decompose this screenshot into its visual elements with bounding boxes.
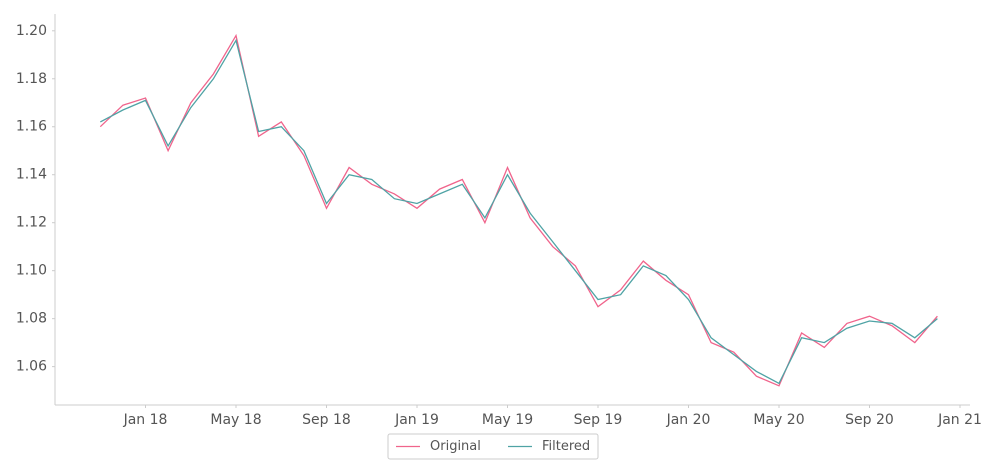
series-line [99, 33, 938, 387]
y-tick-label: 1.20 [16, 23, 47, 39]
y-tick-label: 1.08 [16, 311, 47, 327]
x-tick-label: May 18 [210, 412, 261, 428]
legend-label: Filtered [542, 439, 590, 454]
y-tick-label: 1.14 [16, 167, 47, 183]
series-line [99, 38, 938, 385]
legend-box [387, 433, 599, 460]
x-tick-label: May 19 [482, 412, 533, 428]
x-tick-label: Jan 19 [394, 412, 439, 428]
y-tick-label: 1.16 [16, 119, 47, 135]
legend: Original Filtered [387, 433, 599, 460]
x-tick-label: Sep 20 [845, 412, 894, 428]
x-tick-label: Sep 19 [574, 412, 623, 428]
y-tick-label: 1.18 [16, 71, 47, 87]
y-tick-label: 1.12 [16, 215, 47, 231]
x-tick-label: Jan 21 [937, 412, 982, 428]
y-tick-label: 1.10 [16, 263, 47, 279]
x-tick-label: May 20 [753, 412, 804, 428]
y-tick-label: 1.06 [16, 359, 47, 375]
x-tick-label: Sep 18 [302, 412, 351, 428]
x-tick-label: Jan 18 [123, 412, 168, 428]
legend-label: Original [430, 439, 481, 454]
x-tick-label: Jan 20 [666, 412, 711, 428]
